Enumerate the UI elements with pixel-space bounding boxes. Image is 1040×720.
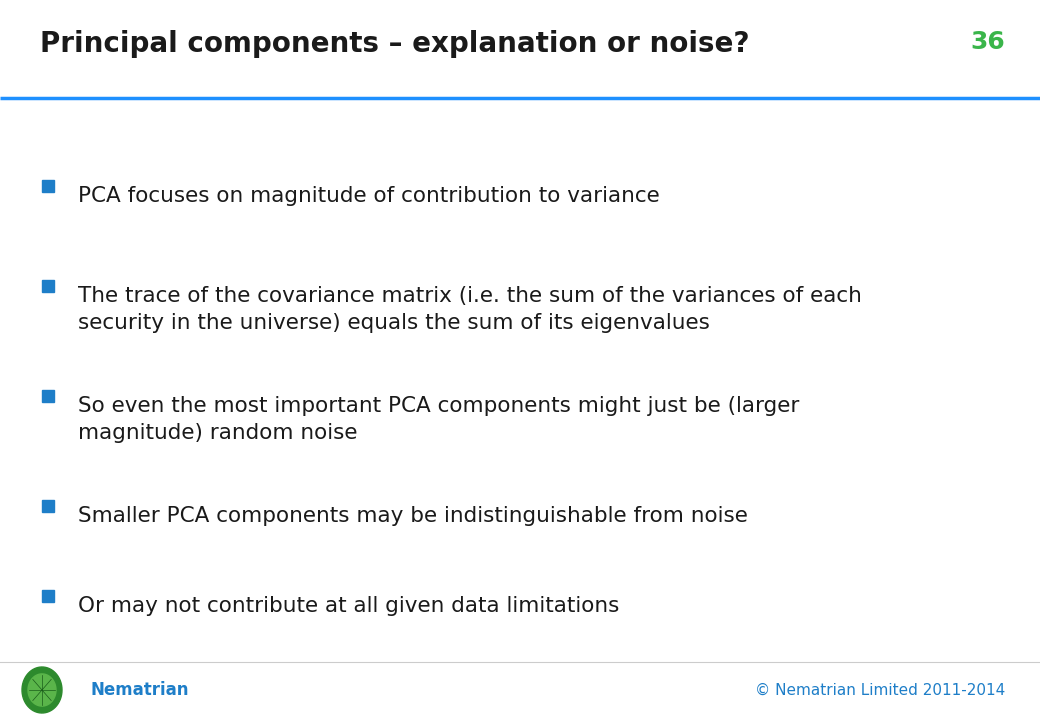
Text: 36: 36: [970, 30, 1005, 54]
Text: The trace of the covariance matrix (i.e. the sum of the variances of each
securi: The trace of the covariance matrix (i.e.…: [78, 286, 862, 333]
Text: Or may not contribute at all given data limitations: Or may not contribute at all given data …: [78, 596, 620, 616]
Bar: [42, 180, 54, 192]
Text: Principal components – explanation or noise?: Principal components – explanation or no…: [40, 30, 750, 58]
Polygon shape: [28, 674, 56, 706]
Text: So even the most important PCA components might just be (larger
magnitude) rando: So even the most important PCA component…: [78, 396, 800, 444]
Text: © Nematrian Limited 2011-2014: © Nematrian Limited 2011-2014: [755, 683, 1005, 698]
Bar: [42, 390, 54, 402]
Text: Smaller PCA components may be indistinguishable from noise: Smaller PCA components may be indistingu…: [78, 506, 748, 526]
Bar: [42, 590, 54, 602]
Bar: [42, 500, 54, 512]
Polygon shape: [22, 667, 62, 713]
Text: PCA focuses on magnitude of contribution to variance: PCA focuses on magnitude of contribution…: [78, 186, 659, 206]
Text: Nematrian: Nematrian: [90, 681, 188, 699]
Bar: [42, 280, 54, 292]
